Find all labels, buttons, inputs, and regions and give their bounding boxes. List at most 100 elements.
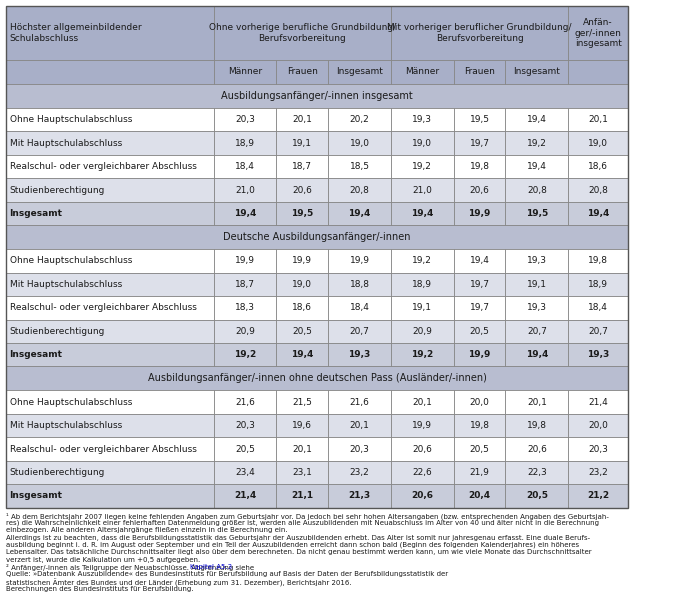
Text: Realschul- oder vergleichbarer Abschluss: Realschul- oder vergleichbarer Abschluss xyxy=(10,444,197,454)
Text: 20,2: 20,2 xyxy=(349,115,370,124)
Bar xyxy=(328,390,391,414)
Bar xyxy=(328,414,391,437)
Bar xyxy=(214,319,276,343)
Text: 20,0: 20,0 xyxy=(588,421,608,430)
Bar xyxy=(328,155,391,178)
Bar xyxy=(6,84,628,108)
Bar xyxy=(328,343,391,367)
Text: Realschul- oder vergleichbarer Abschluss: Realschul- oder vergleichbarer Abschluss xyxy=(10,162,197,171)
Text: Mit Hauptschulabschluss: Mit Hauptschulabschluss xyxy=(10,139,122,148)
Text: 19,5: 19,5 xyxy=(291,209,314,218)
Bar xyxy=(6,461,214,484)
Text: 18,4: 18,4 xyxy=(235,162,255,171)
Bar xyxy=(568,6,628,60)
Bar xyxy=(6,6,214,60)
Bar xyxy=(391,60,454,84)
Text: 20,3: 20,3 xyxy=(349,444,370,454)
Text: 19,3: 19,3 xyxy=(349,350,370,359)
Text: ² Anfänger/-innen als Teilgruppe der Neuabschlüsse. Abgrenzung siehe: ² Anfänger/-innen als Teilgruppe der Neu… xyxy=(6,564,257,571)
Bar xyxy=(391,484,454,508)
Bar xyxy=(505,132,568,155)
Bar xyxy=(391,437,454,461)
Bar xyxy=(328,132,391,155)
Text: 18,3: 18,3 xyxy=(235,303,255,312)
Bar xyxy=(391,132,454,155)
Text: 19,8: 19,8 xyxy=(470,162,489,171)
Bar xyxy=(276,319,328,343)
Bar xyxy=(214,461,276,484)
Bar xyxy=(568,249,628,273)
Bar xyxy=(328,319,391,343)
Text: Lebensalter. Das tatsächliche Durchschnittsalter liegt also über dem berechneten: Lebensalter. Das tatsächliche Durchschni… xyxy=(6,549,592,555)
Text: 19,8: 19,8 xyxy=(470,421,489,430)
Bar xyxy=(6,249,214,273)
Text: Anfän-
ger/-innen
insgesamt: Anfän- ger/-innen insgesamt xyxy=(575,18,622,48)
Text: 19,7: 19,7 xyxy=(470,303,489,312)
Bar xyxy=(276,108,328,132)
Bar xyxy=(214,249,276,273)
Text: 22,3: 22,3 xyxy=(527,468,547,477)
Text: Höchster allgemeinbildender
Schulabschluss: Höchster allgemeinbildender Schulabschlu… xyxy=(10,23,141,43)
Bar xyxy=(391,273,454,296)
Text: Kapitel A5.3: Kapitel A5.3 xyxy=(190,564,232,570)
Bar xyxy=(391,343,454,367)
Bar xyxy=(6,155,214,178)
Bar xyxy=(454,202,505,225)
Bar xyxy=(568,319,628,343)
Text: 18,7: 18,7 xyxy=(292,162,312,171)
Text: Insgesamt: Insgesamt xyxy=(10,492,62,500)
Bar xyxy=(568,484,628,508)
Bar xyxy=(6,202,214,225)
Text: Frauen: Frauen xyxy=(464,67,495,77)
Bar xyxy=(6,273,214,296)
Bar xyxy=(454,178,505,202)
Bar xyxy=(505,390,568,414)
Text: Studienberechtigung: Studienberechtigung xyxy=(10,186,105,194)
Bar xyxy=(505,155,568,178)
Text: 19,2: 19,2 xyxy=(234,350,256,359)
Text: 19,2: 19,2 xyxy=(527,139,547,148)
Text: 19,4: 19,4 xyxy=(349,209,371,218)
Bar xyxy=(568,108,628,132)
Bar xyxy=(505,202,568,225)
Text: 20,4: 20,4 xyxy=(468,492,491,500)
Text: Ohne Hauptschulabschluss: Ohne Hauptschulabschluss xyxy=(10,398,132,406)
Bar xyxy=(276,484,328,508)
Bar xyxy=(505,437,568,461)
Text: 20,7: 20,7 xyxy=(349,327,370,336)
Text: 19,2: 19,2 xyxy=(411,350,433,359)
Bar xyxy=(391,6,568,60)
Bar xyxy=(505,202,568,225)
Text: 20,6: 20,6 xyxy=(470,186,489,194)
Bar xyxy=(276,202,328,225)
Text: 19,3: 19,3 xyxy=(527,303,547,312)
Bar xyxy=(276,296,328,319)
Text: 21,6: 21,6 xyxy=(349,398,370,406)
Bar xyxy=(454,390,505,414)
Bar xyxy=(276,155,328,178)
Bar xyxy=(505,60,568,84)
Bar xyxy=(6,390,214,414)
Bar xyxy=(276,343,328,367)
Bar xyxy=(505,343,568,367)
Bar xyxy=(276,437,328,461)
Bar xyxy=(568,155,628,178)
Bar xyxy=(328,414,391,437)
Bar xyxy=(505,178,568,202)
Text: 19,6: 19,6 xyxy=(292,421,312,430)
Bar xyxy=(568,132,628,155)
Bar xyxy=(568,343,628,367)
Bar xyxy=(391,155,454,178)
Bar xyxy=(6,60,214,84)
Bar xyxy=(214,484,276,508)
Bar xyxy=(328,296,391,319)
Bar xyxy=(6,178,214,202)
Bar xyxy=(454,437,505,461)
Bar xyxy=(391,202,454,225)
Bar xyxy=(214,484,276,508)
Bar xyxy=(328,249,391,273)
Bar xyxy=(276,343,328,367)
Bar xyxy=(568,437,628,461)
Bar xyxy=(391,132,454,155)
Bar xyxy=(568,249,628,273)
